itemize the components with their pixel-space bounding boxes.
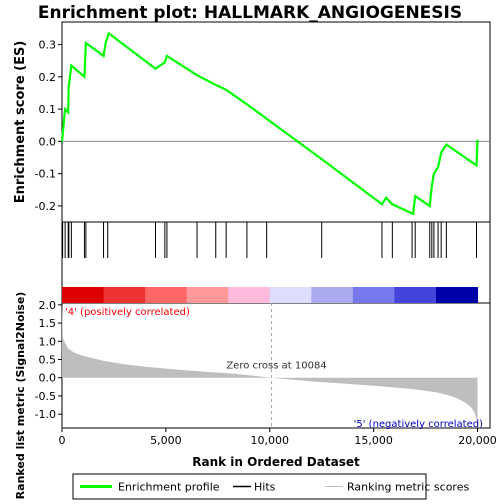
metric-ylabel: Ranked list metric (Signal2Noise) [14, 292, 27, 500]
xtick-label: 5,000 [150, 434, 182, 447]
x-axis-label: Rank in Ordered Dataset [192, 455, 360, 469]
legend-label: Ranking metric scores [347, 481, 469, 494]
heatmap-segment [269, 287, 312, 303]
metric-ytick-label: 2.0 [39, 299, 57, 312]
es-ylabel: Enrichment score (ES) [13, 41, 28, 204]
heatmap-segment [435, 287, 479, 303]
heatmap-segment [62, 287, 105, 303]
legend-label: Hits [254, 481, 276, 494]
xtick-label: 20,000 [458, 434, 497, 447]
negative-correlation-label: '5' (negatively correlated) [354, 419, 483, 430]
heatmap-segment [186, 287, 229, 303]
heatmap-segment [228, 287, 271, 303]
chart-title: Enrichment plot: HALLMARK_ANGIOGENESIS [38, 3, 462, 23]
heatmap-segment [103, 287, 146, 303]
legend-label: Enrichment profile [118, 481, 220, 494]
es-ytick-label: 0.1 [39, 103, 57, 116]
metric-ytick-label: 1.5 [39, 317, 57, 330]
es-ytick-label: -0.2 [35, 200, 56, 213]
heatmap-segment [352, 287, 395, 303]
zero-cross-label: Zero cross at 10084 [226, 361, 326, 372]
heatmap-segment [311, 287, 354, 303]
es-panel-frame [61, 21, 491, 223]
xtick-label: 15,000 [354, 434, 393, 447]
heatmap-segment [145, 287, 188, 303]
xtick-label: 10,000 [251, 434, 290, 447]
metric-ytick-label: 0.0 [39, 372, 57, 385]
positive-correlation-label: '4' (positively correlated) [65, 307, 190, 318]
es-ytick-label: -0.1 [35, 168, 56, 181]
es-ytick-label: 0.0 [39, 135, 57, 148]
heatmap-segment [394, 287, 437, 303]
es-ytick-label: 0.2 [39, 71, 57, 84]
xtick-label: 0 [59, 434, 66, 447]
es-ytick-label: 0.3 [39, 39, 57, 52]
metric-ytick-label: -0.5 [35, 390, 56, 403]
metric-ytick-label: -1.0 [35, 408, 56, 421]
metric-ytick-label: 1.0 [39, 335, 57, 348]
metric-ytick-label: 0.5 [39, 353, 57, 366]
enrichment-profile-line [60, 31, 479, 216]
